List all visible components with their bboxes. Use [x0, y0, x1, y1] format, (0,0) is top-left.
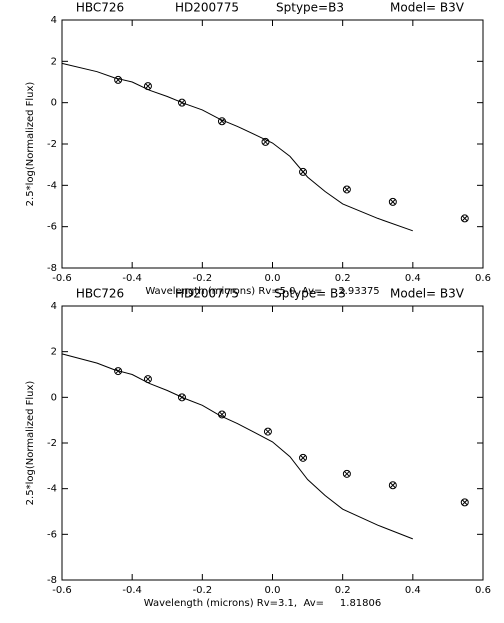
point-circle [217, 117, 226, 126]
x-tick-label: -0.2 [193, 585, 213, 596]
point-circle [217, 410, 226, 419]
data-point [261, 137, 270, 146]
data-point [299, 167, 308, 176]
y-tick-label: -2 [47, 139, 57, 150]
data-point [342, 185, 351, 194]
x-tick-label: 0.2 [335, 273, 351, 284]
data-point [388, 197, 397, 206]
x-tick-label: 0.6 [475, 585, 491, 596]
point-cross [115, 368, 121, 374]
model-line [61, 62, 413, 232]
data-point [388, 481, 397, 490]
point-cross [262, 139, 269, 145]
point-cross [461, 499, 468, 506]
point-cross [179, 99, 185, 106]
y-tick-label: -8 [47, 263, 57, 274]
y-axis-label: 2.5*log(Normalized Flux) [25, 381, 36, 506]
point-cross [344, 186, 350, 193]
point-cross [389, 482, 396, 489]
x-tick-label: -0.4 [122, 585, 142, 596]
x-tick-label: 0.4 [405, 585, 421, 596]
data-point [177, 98, 186, 107]
point-circle [460, 498, 469, 507]
annotation: Model= B3V [390, 287, 465, 301]
point-cross [145, 83, 151, 89]
y-tick-label: -4 [47, 180, 57, 191]
point-cross [115, 77, 121, 83]
point-cross [265, 428, 271, 435]
x-tick-label: -0.6 [52, 585, 72, 596]
point-cross [219, 118, 225, 125]
y-tick-label: -6 [47, 529, 57, 540]
annotation: Model= B3V [390, 1, 465, 15]
point-circle [299, 453, 308, 462]
y-tick-label: 4 [51, 301, 57, 312]
point-circle [177, 98, 186, 107]
data-point [143, 82, 152, 91]
model-line [61, 353, 413, 540]
x-tick-label: -0.2 [193, 273, 213, 284]
point-circle [460, 214, 469, 223]
data-point [460, 498, 469, 507]
point-circle [114, 75, 123, 84]
y-tick-label: 2 [51, 56, 57, 67]
data-point [217, 117, 226, 126]
data-point [217, 410, 226, 419]
y-tick-label: -4 [47, 484, 57, 495]
point-cross [300, 169, 306, 175]
y-tick-label: 2 [51, 347, 57, 358]
x-tick-label: 0.2 [335, 585, 351, 596]
annotation: Sptype=B3 [276, 1, 344, 15]
y-tick-label: 0 [51, 98, 57, 109]
data-point [143, 375, 152, 384]
y-tick-label: -6 [47, 222, 57, 233]
x-tick-label: 0.0 [265, 273, 281, 284]
point-circle [299, 167, 308, 176]
point-circle [261, 137, 270, 146]
plot-frame [61, 305, 484, 581]
data-point [460, 214, 469, 223]
point-cross [179, 394, 185, 401]
x-axis-label: Wavelength (microns) Rv=3.1, Av= 1.81806 [144, 598, 382, 609]
point-circle [388, 481, 397, 490]
annotation: HBC726 [76, 1, 124, 15]
point-cross [344, 470, 350, 477]
data-point [177, 393, 186, 402]
data-point [342, 469, 351, 478]
point-circle [177, 393, 186, 402]
x-tick-label: -0.6 [52, 273, 72, 284]
point-circle [263, 427, 272, 436]
x-tick-label: -0.4 [122, 273, 142, 284]
point-cross [219, 411, 225, 418]
annotation: HD200775 [175, 1, 239, 15]
annotation: Sptype= B3 [274, 287, 346, 301]
point-cross [145, 376, 151, 382]
point-circle [388, 197, 397, 206]
annotation: HD200775 [175, 287, 239, 301]
data-point [114, 75, 123, 84]
x-tick-label: 0.6 [475, 273, 491, 284]
y-tick-label: 0 [51, 392, 57, 403]
y-axis-label: 2.5*log(Normalized Flux) [25, 82, 36, 207]
point-circle [143, 375, 152, 384]
point-cross [461, 215, 468, 222]
x-tick-label: 0.0 [265, 585, 281, 596]
annotation: HBC726 [76, 287, 124, 301]
point-circle [342, 185, 351, 194]
point-circle [143, 82, 152, 91]
x-axis-label: Wavelength (microns) Rv=5.0, Av= 2.93375 [145, 286, 379, 297]
data-point [299, 453, 308, 462]
y-tick-label: 4 [51, 15, 57, 26]
data-point [263, 427, 272, 436]
point-circle [114, 367, 123, 376]
point-circle [342, 469, 351, 478]
plot-frame [61, 19, 484, 269]
x-tick-label: 0.4 [405, 273, 421, 284]
y-tick-label: -2 [47, 438, 57, 449]
point-cross [300, 454, 306, 461]
y-tick-label: -8 [47, 575, 57, 586]
data-point [114, 367, 123, 376]
point-cross [389, 199, 396, 205]
